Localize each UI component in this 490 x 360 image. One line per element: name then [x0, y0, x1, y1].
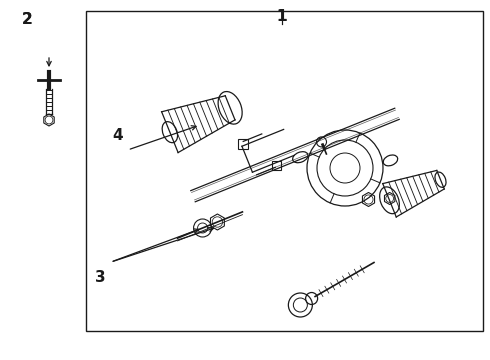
Text: 2: 2 — [22, 12, 32, 27]
Text: 1: 1 — [276, 9, 287, 24]
Text: 1: 1 — [276, 9, 287, 24]
Text: 4: 4 — [112, 127, 123, 143]
Text: 3: 3 — [95, 270, 106, 285]
Text: 2: 2 — [22, 12, 32, 27]
Bar — [86, 11, 483, 331]
